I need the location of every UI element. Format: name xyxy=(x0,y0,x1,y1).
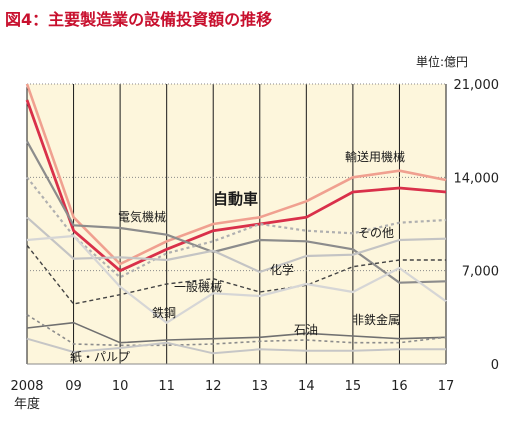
series-line xyxy=(25,99,447,273)
x-tick-label: 11 xyxy=(158,379,175,394)
series-line xyxy=(26,337,446,355)
y-tick-label: 14,000 xyxy=(454,171,500,186)
series-label-paper: 紙・パルプ xyxy=(70,349,130,364)
y-tick-label: 0 xyxy=(491,358,499,373)
series-line xyxy=(26,234,447,324)
x-tick-label: 13 xyxy=(252,379,269,394)
series-label-transport: 輸送用機械 xyxy=(345,149,405,164)
series-label-general-machinery: 一般機械 xyxy=(174,279,222,294)
series-line xyxy=(26,314,447,347)
series-label-other: その他 xyxy=(358,226,394,240)
x-tick-label: 09 xyxy=(65,379,82,394)
series-line xyxy=(25,83,447,266)
x-tick-label: 16 xyxy=(391,379,408,394)
y-axis-ticks: 0 7,000 14,000 21,000 xyxy=(454,78,500,373)
y-tick-label: 7,000 xyxy=(462,265,499,280)
series-label-nonferrous: 非鉄金属 xyxy=(352,312,400,327)
chart-title: 図4：主要製造業の設備投資額の推移 xyxy=(5,10,273,29)
series-label-auto: 自動車 xyxy=(213,190,258,208)
series-line xyxy=(26,321,447,344)
series-line xyxy=(26,176,447,279)
series-line xyxy=(26,140,447,284)
series-label-oil: 石油 xyxy=(294,323,318,337)
x-tick-label: 10 xyxy=(112,379,129,394)
x-tick-label: 12 xyxy=(205,379,222,394)
y-tick-label: 21,000 xyxy=(454,78,500,93)
series-label-electric: 電気機械 xyxy=(118,209,166,224)
x-tick-label: 2008 xyxy=(10,379,43,394)
series-lines xyxy=(25,83,447,355)
unit-label: 単位:億円 xyxy=(416,54,468,69)
x-axis-sublabel: 年度 xyxy=(14,396,40,412)
series-label-chemical: 化学 xyxy=(270,262,294,277)
series-line xyxy=(26,216,447,274)
series-label-steel: 鉄鋼 xyxy=(152,305,176,320)
x-axis-ticks: 2008 09 10 11 12 13 14 15 16 17 xyxy=(10,379,454,394)
plot-background xyxy=(27,84,446,364)
x-tick-label: 14 xyxy=(298,379,315,394)
x-tick-label: 15 xyxy=(345,379,362,394)
series-line xyxy=(26,244,446,305)
x-tick-label: 17 xyxy=(438,379,455,394)
